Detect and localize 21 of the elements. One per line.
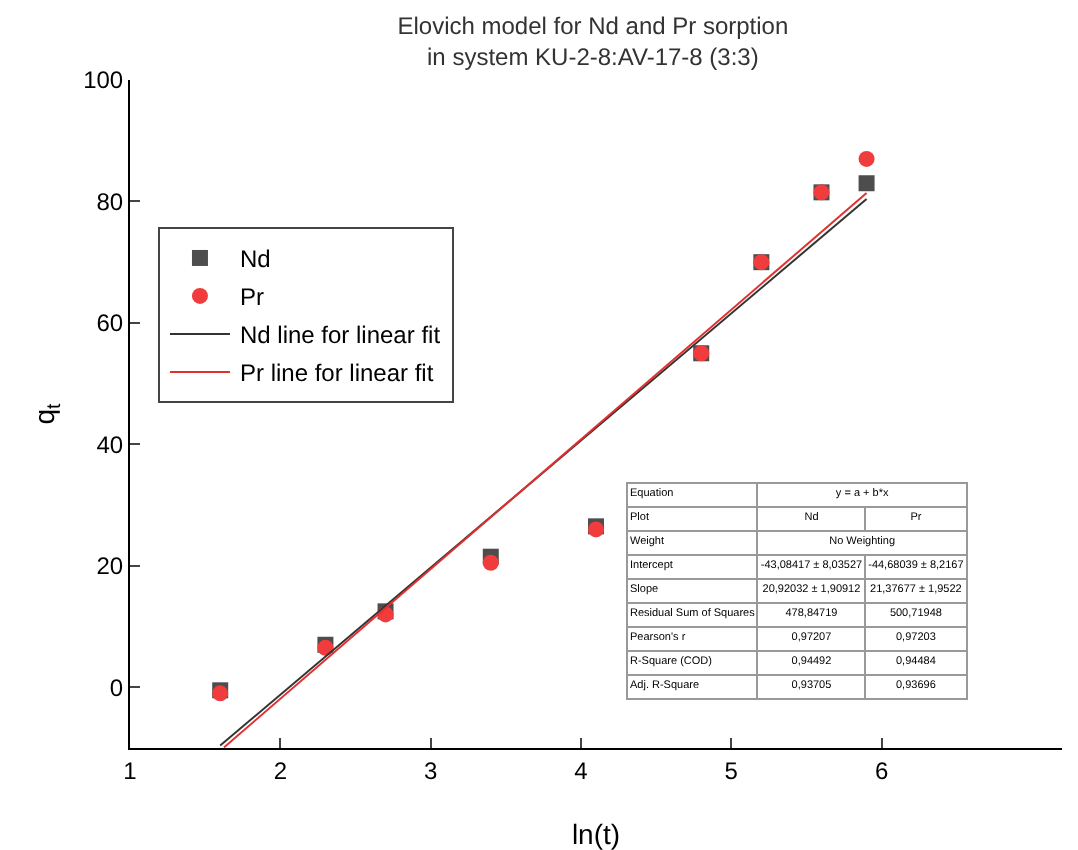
chart-title: Elovich model for Nd and Pr sorption in system KU-2-8:AV-17-8 (3:3) <box>397 12 789 72</box>
legend-label: Nd line for linear fit <box>239 321 442 350</box>
x-tick-label: 2 <box>273 756 288 785</box>
legend-label: Pr line for linear fit <box>239 359 435 388</box>
y-tick-label: 20 <box>96 552 124 581</box>
y-tick-label: 40 <box>96 430 124 459</box>
x-tick-label: 1 <box>123 756 138 785</box>
x-tick-label: 5 <box>724 756 739 785</box>
legend-label: Pr <box>239 283 264 312</box>
point <box>858 150 875 167</box>
y-tick-label: 60 <box>96 309 124 338</box>
y-tick-label: 100 <box>83 66 124 95</box>
x-axis-title: ln(t) <box>571 818 621 850</box>
point <box>482 554 499 571</box>
y-tick-label: 0 <box>109 673 124 702</box>
x-tick-label: 3 <box>423 756 438 785</box>
point <box>858 175 875 192</box>
legend-label: Nd <box>239 245 271 274</box>
y-tick-label: 80 <box>96 187 124 216</box>
x-tick-label: 6 <box>874 756 889 785</box>
x-tick-label: 4 <box>574 756 589 785</box>
